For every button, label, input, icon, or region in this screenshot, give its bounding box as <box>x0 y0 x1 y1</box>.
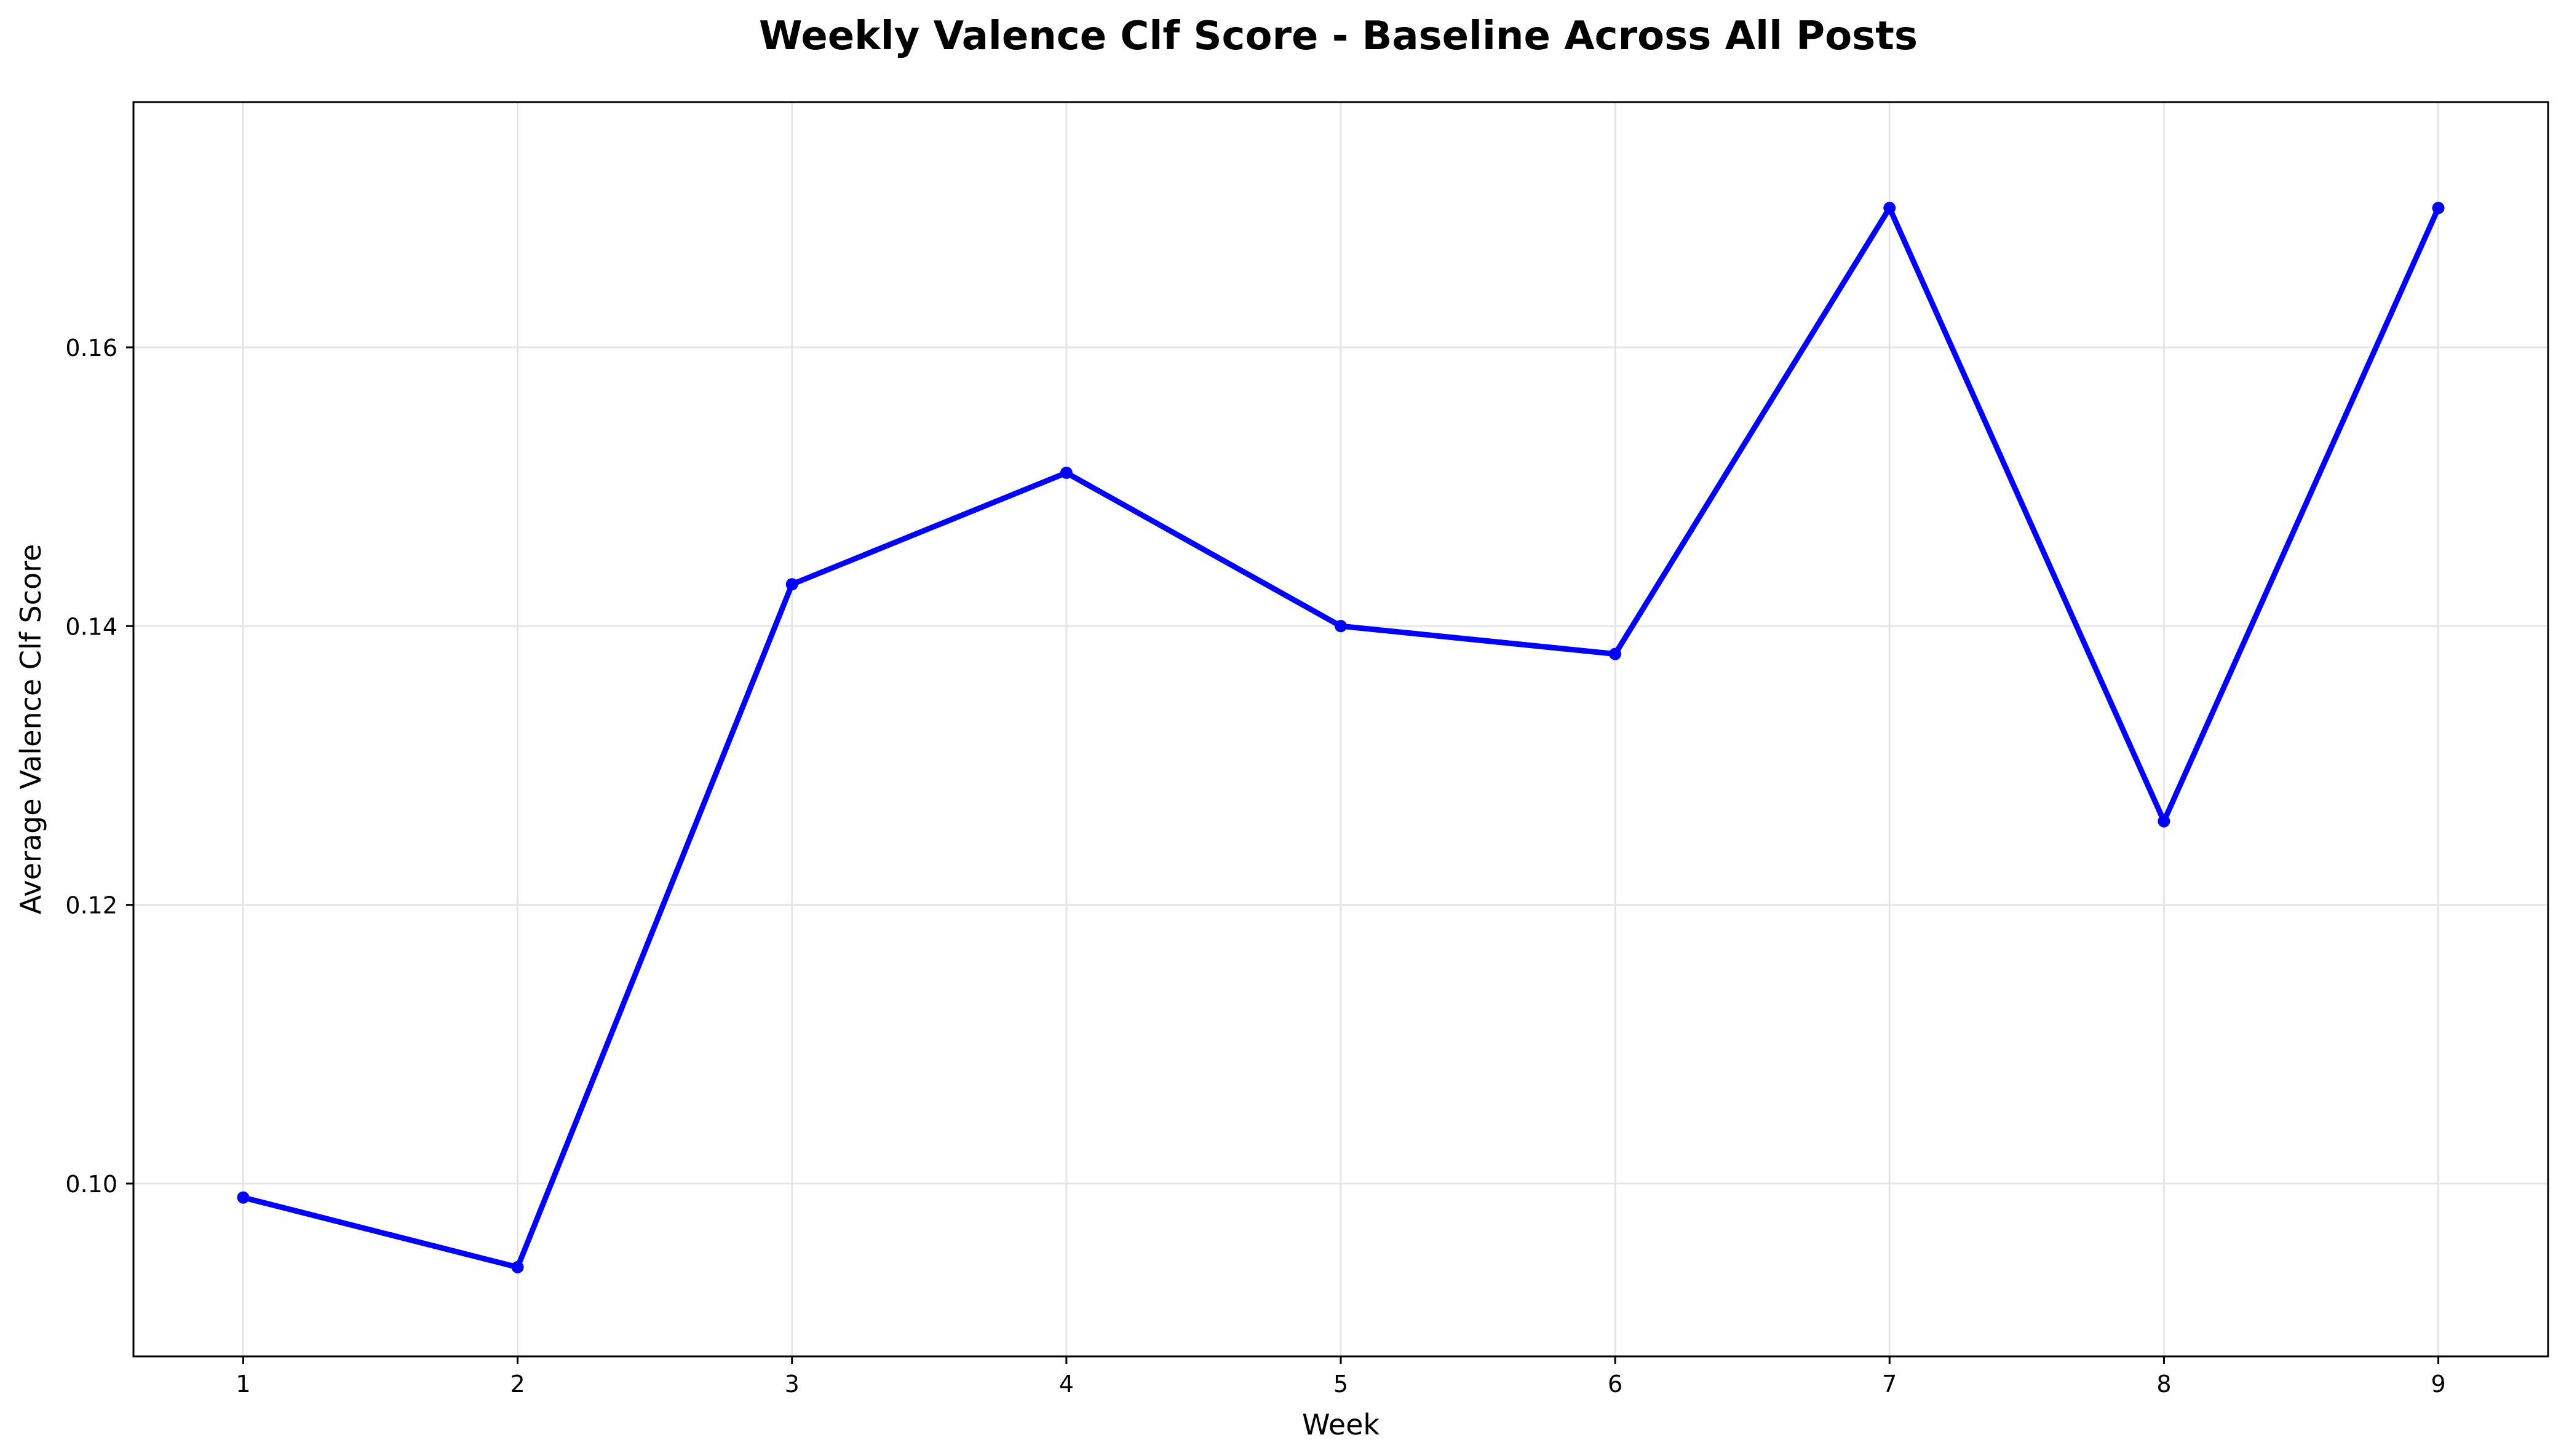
data-point <box>785 578 798 591</box>
grid-lines <box>133 102 2548 1356</box>
plot-frame <box>132 101 2549 1358</box>
data-point <box>1883 202 1896 215</box>
axis-ticks <box>126 346 2440 1364</box>
data-point <box>2158 815 2170 828</box>
x-tick-label: 5 <box>1333 1371 1348 1398</box>
y-tick-label: 0.16 <box>65 334 117 362</box>
chart-title: Weekly Valence Clf Score - Baseline Acro… <box>759 14 1918 59</box>
y-tick-label: 0.14 <box>65 613 117 640</box>
data-point <box>237 1191 250 1204</box>
data-point <box>1609 647 1622 660</box>
data-point <box>2432 202 2445 215</box>
x-tick-label: 8 <box>2156 1371 2171 1398</box>
x-tick-label: 2 <box>510 1371 525 1398</box>
data-point <box>1060 466 1073 479</box>
y-tick-label: 0.12 <box>65 892 117 919</box>
tick-labels: 1 2 3 4 5 6 7 8 9 0.10 0.12 0.14 0.16 <box>65 334 2445 1398</box>
x-tick-label: 9 <box>2431 1371 2445 1398</box>
data-point <box>1335 620 1347 633</box>
x-tick-label: 3 <box>785 1371 800 1398</box>
x-tick-label: 6 <box>1608 1371 1622 1398</box>
data-series <box>237 202 2445 1273</box>
y-axis-label: Average Valence Clf Score <box>14 544 47 915</box>
x-tick-label: 7 <box>1882 1371 1897 1398</box>
x-tick-label: 4 <box>1059 1371 1074 1398</box>
data-point <box>511 1260 524 1273</box>
x-tick-label: 1 <box>236 1371 250 1398</box>
x-axis-label: Week <box>1302 1408 1380 1441</box>
y-tick-label: 0.10 <box>65 1171 117 1198</box>
